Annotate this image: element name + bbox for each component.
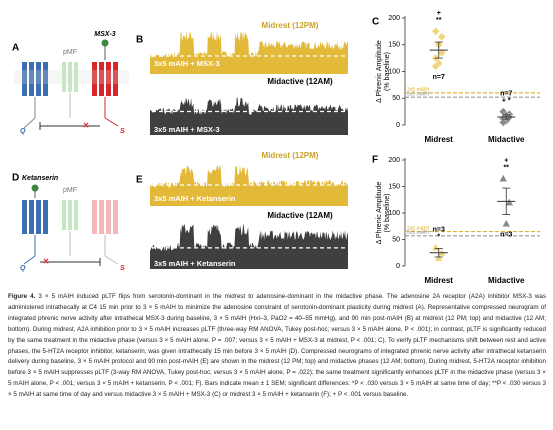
x-tick-label: Midactive bbox=[488, 135, 525, 144]
drug-label: Ketanserin bbox=[22, 175, 58, 182]
y-tick-label: 50 bbox=[392, 95, 400, 102]
x-tick-label: Midactive bbox=[488, 276, 525, 285]
annotation: ** bbox=[504, 164, 510, 171]
y-axis-label: (% baseline) bbox=[384, 52, 391, 91]
q-label: Q bbox=[20, 128, 26, 135]
annotation: n=3 bbox=[500, 231, 512, 238]
data-point bbox=[498, 118, 508, 127]
y-tick-label: 100 bbox=[388, 210, 400, 217]
y-axis-label: Δ Phrenic Amplitude bbox=[376, 182, 383, 245]
trace-label: 3x5 mAIH + Ketanserin bbox=[154, 194, 236, 203]
neurogram-trace bbox=[150, 30, 348, 74]
y-tick-label: 150 bbox=[388, 42, 400, 49]
y-tick-label: 150 bbox=[388, 183, 400, 190]
annotation: n=3 bbox=[433, 226, 445, 233]
receptor-label: pMF bbox=[63, 49, 77, 56]
y-tick-label: 200 bbox=[388, 157, 400, 164]
trace-label: 3x5 mAIH + MSX-3 bbox=[154, 59, 220, 68]
trace-label: 3x5 mAIH + Ketanserin bbox=[154, 259, 236, 268]
y-tick-label: 100 bbox=[388, 68, 400, 75]
svg-text:×: × bbox=[43, 257, 49, 268]
s-label: S bbox=[120, 128, 125, 135]
annotation: n=7 bbox=[433, 74, 445, 81]
trace-title: Midactive (12AM) bbox=[267, 77, 333, 86]
figure: A × pMF MSX-3 Q S D × pMF Ketanserin Q S… bbox=[12, 10, 540, 285]
annotation: + bbox=[504, 157, 508, 164]
neurogram-trace bbox=[150, 223, 348, 269]
annotation: n=7 bbox=[500, 90, 512, 97]
drug-label: MSX-3 bbox=[94, 31, 116, 38]
x-tick-label: Midrest bbox=[425, 276, 454, 285]
panel-letter: C bbox=[372, 17, 379, 28]
receptor-label: pMF bbox=[63, 187, 77, 194]
neurogram-trace bbox=[150, 165, 348, 206]
y-axis-label: (% baseline) bbox=[384, 194, 391, 233]
annotation: + bbox=[437, 10, 441, 17]
trace-title: Midrest (12PM) bbox=[262, 151, 319, 160]
annotation: ** bbox=[436, 17, 442, 24]
reference-label: 3x5 mAIH bbox=[407, 230, 429, 236]
panel-letter: B bbox=[136, 35, 143, 46]
y-tick-label: 200 bbox=[388, 15, 400, 22]
svg-text:×: × bbox=[83, 121, 89, 132]
neurograms bbox=[150, 30, 348, 269]
data-point bbox=[437, 32, 447, 42]
caption-text: 3 × 5 mAIH induced pLTF flips from serot… bbox=[8, 293, 546, 399]
reference-label: 3x5 mAIH bbox=[407, 92, 429, 98]
x-tick-label: Midrest bbox=[425, 135, 454, 144]
trace-label: 3x5 mAIH + MSX-3 bbox=[154, 125, 220, 134]
trace-title: Midactive (12AM) bbox=[267, 211, 333, 220]
panel-letter: D bbox=[12, 173, 19, 184]
receptor-diagram: × bbox=[22, 184, 119, 268]
caption-label: Figure 4. bbox=[8, 293, 36, 300]
receptor-diagram: × bbox=[14, 39, 129, 132]
y-tick-label: 0 bbox=[396, 122, 400, 129]
panel-letter: E bbox=[136, 175, 143, 186]
figure-caption: Figure 4. 3 × 5 mAIH induced pLTF flips … bbox=[8, 292, 546, 428]
data-point bbox=[434, 253, 444, 262]
data-point bbox=[504, 197, 514, 206]
panel-letter: A bbox=[12, 43, 19, 54]
s-label: S bbox=[120, 265, 125, 272]
data-point bbox=[431, 61, 441, 71]
q-label: Q bbox=[20, 265, 26, 272]
data-point bbox=[498, 174, 508, 182]
y-axis-label: Δ Phrenic Amplitude bbox=[376, 40, 383, 103]
panel-letter: F bbox=[372, 155, 378, 166]
y-tick-label: 50 bbox=[392, 236, 400, 243]
data-point bbox=[431, 27, 441, 36]
annotation: * bbox=[437, 233, 440, 240]
data-point bbox=[501, 219, 511, 227]
annotation: + * bbox=[502, 97, 511, 104]
reference-label: 3x5 mAIH bbox=[407, 87, 429, 93]
y-tick-label: 0 bbox=[396, 263, 400, 270]
reference-label: 3x5 mAIH bbox=[407, 226, 429, 232]
trace-title: Midrest (12PM) bbox=[262, 21, 319, 30]
neurogram-trace bbox=[150, 97, 348, 135]
